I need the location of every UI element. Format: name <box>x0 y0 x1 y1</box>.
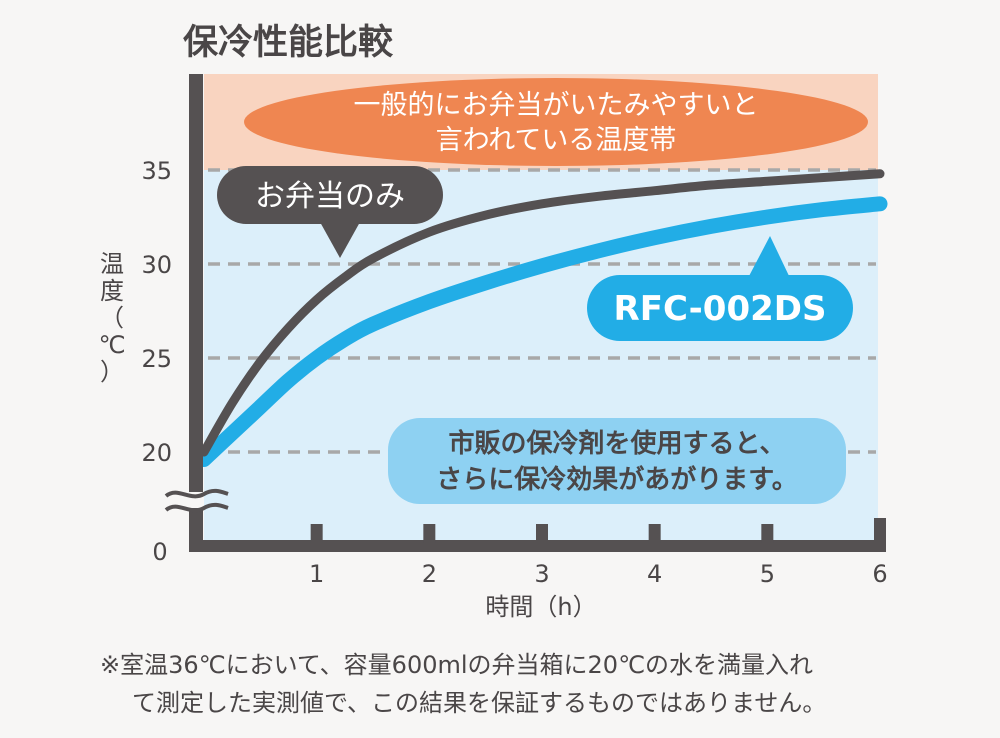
note-line-2: さらに保冷効果があがります。 <box>436 464 797 495</box>
y-tick-label-30: 30 <box>141 251 172 279</box>
x-tick-label-3: 3 <box>534 560 549 588</box>
y-tick-label-25: 25 <box>141 345 172 373</box>
blue-series-callout: RFC-002DS <box>587 236 853 341</box>
svg-text:温度（℃）: 温度（℃） <box>99 250 126 386</box>
series-line-bento-only <box>199 169 885 457</box>
x-tick-label-4: 4 <box>647 560 662 588</box>
note-line-1: 市販の保冷剤を使用すると、 <box>449 428 786 459</box>
axis-break-mark-upper <box>164 488 229 499</box>
band-label-bubble <box>244 78 868 166</box>
x-axis-label: 時間（h） <box>485 593 596 621</box>
y-axis-label: 温度（℃） <box>99 250 126 386</box>
band-label-line-2: 言われている温度帯 <box>436 125 677 156</box>
x-tick-label-1: 1 <box>309 560 324 588</box>
chart-title: 保冷性能比較 <box>183 23 394 63</box>
x-tick-label-5: 5 <box>760 560 775 588</box>
x-tick-label-6: 6 <box>872 560 887 588</box>
band-label-line-1: 一般的にお弁当がいたみやすいと <box>354 90 759 121</box>
axis-break-mark-lower <box>164 502 229 513</box>
axis-layer: 1 2 3 4 5 6 20 25 30 35 0 <box>141 74 888 588</box>
series-line-rfc-002ds <box>196 196 888 468</box>
gray-callout-label: お弁当のみ <box>255 179 405 214</box>
x-tick-label-2: 2 <box>422 560 437 588</box>
y-tick-label-20: 20 <box>141 439 172 467</box>
footnote-line-1: ※室温36℃において、容量600mlの弁当箱に20℃の水を満量入れ <box>100 651 813 679</box>
series-layer <box>196 169 888 468</box>
blue-callout-label: RFC-002DS <box>614 289 827 329</box>
y-tick-label-zero: 0 <box>152 538 167 566</box>
y-tick-label-35: 35 <box>141 157 172 185</box>
gray-series-callout: お弁当のみ <box>217 166 443 258</box>
footnote-line-2: て測定した実測値で、この結果を保証するものではありません。 <box>132 689 826 717</box>
note-bubble <box>388 418 846 504</box>
